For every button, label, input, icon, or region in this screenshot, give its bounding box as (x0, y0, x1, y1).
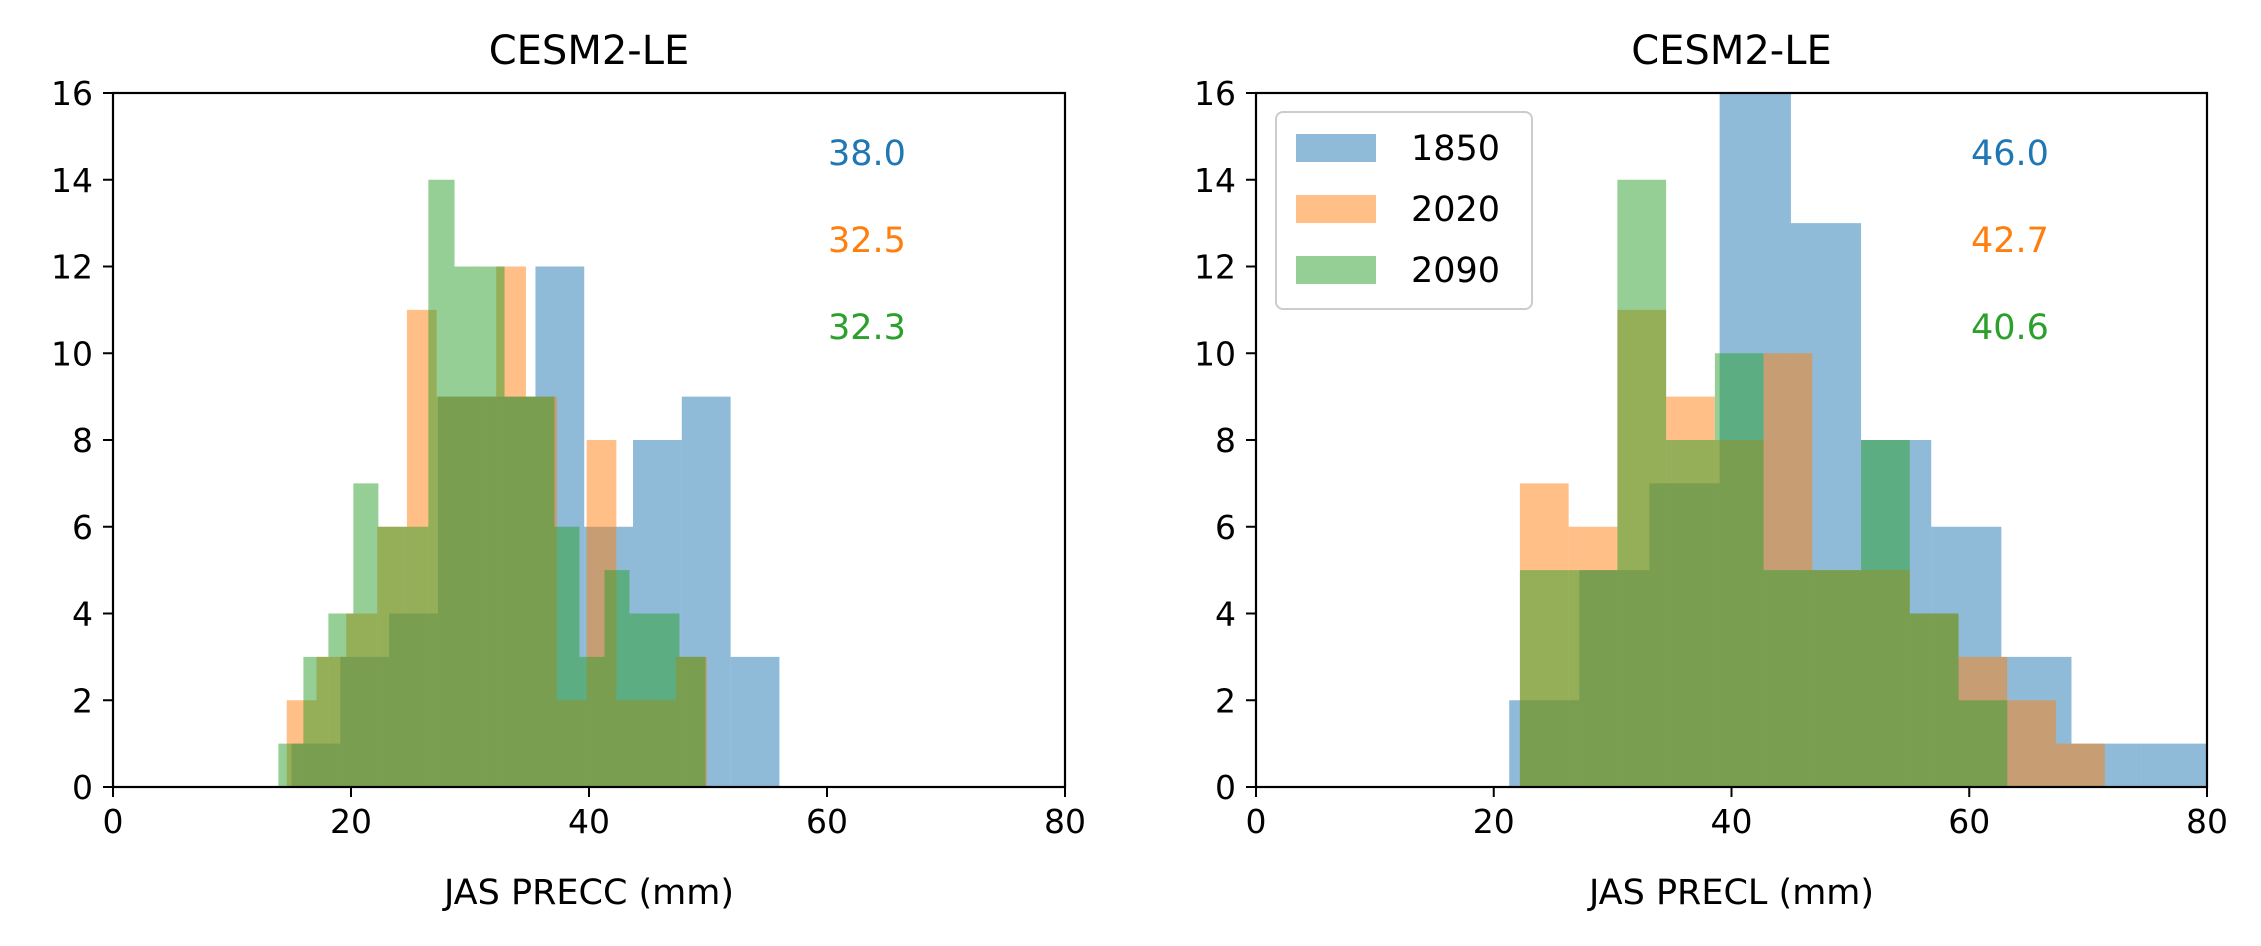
histogram-bar-2090 (1617, 179, 1667, 787)
y-tick-label: 12 (51, 248, 93, 287)
y-tick-label: 0 (72, 768, 93, 807)
histogram-bar-2090 (504, 396, 530, 787)
histogram-bar-2090 (454, 266, 480, 787)
histogram-bar-2090 (1958, 700, 2008, 787)
x-axis-label: JAS PRECC (mm) (442, 873, 734, 913)
y-tick-label: 8 (72, 421, 93, 460)
y-tick-label: 6 (72, 508, 93, 547)
histogram-bar-2090 (278, 743, 304, 787)
bars-group (1509, 93, 2207, 787)
histogram-bar-2090 (428, 179, 455, 787)
mean-annotation-2020: 32.5 (828, 221, 906, 261)
y-tick-label: 14 (1194, 161, 1236, 200)
legend-label-1850: 1850 (1411, 129, 1500, 169)
histogram-bar-2090 (1812, 570, 1862, 787)
histogram-bar-2090 (579, 656, 605, 787)
y-tick-label: 8 (1215, 421, 1236, 460)
y-tick-label: 6 (1215, 508, 1236, 547)
chart-title: CESM2-LE (1631, 28, 1832, 74)
y-tick-label: 12 (1194, 248, 1236, 287)
mean-annotation-2090: 32.3 (828, 308, 906, 348)
legend-swatch-1850 (1296, 134, 1376, 162)
x-tick-label: 20 (330, 802, 372, 841)
histogram-bar-1850 (2141, 743, 2207, 787)
histogram-bar-2020 (2056, 743, 2105, 787)
legend: 1850 2020 2090 (1275, 111, 1533, 310)
x-axis-label: JAS PRECL (mm) (1587, 873, 1874, 913)
x-tick-label: 80 (1044, 802, 1086, 841)
histogram-bar-2090 (353, 483, 379, 787)
mean-annotation-2020: 42.7 (1971, 221, 2049, 261)
x-tick-label: 60 (806, 802, 848, 841)
histogram-bar-2090 (479, 266, 505, 787)
x-tick-label: 60 (1948, 802, 1990, 841)
legend-label-2090: 2090 (1411, 251, 1500, 291)
x-tick-label: 80 (2186, 802, 2228, 841)
y-tick-label: 10 (51, 334, 93, 373)
x-tick-label: 20 (1473, 802, 1515, 841)
legend-swatch-2020 (1296, 195, 1376, 223)
histogram-bar-2090 (1519, 570, 1569, 787)
y-tick-label: 0 (1215, 768, 1236, 807)
histogram-bar-2090 (1763, 570, 1813, 787)
histogram-bar-2090 (654, 613, 680, 787)
x-tick-label: 40 (568, 802, 610, 841)
y-tick-label: 2 (72, 681, 93, 720)
histogram-bar-2090 (303, 656, 329, 787)
legend-swatch-2090 (1296, 256, 1376, 284)
histogram-bar-2090 (554, 526, 580, 787)
bars-group (278, 179, 780, 787)
histogram-bar-1850 (730, 656, 780, 787)
chart-panel-2: 0 20 40 60 80 0 2 4 6 8 10 12 14 16 CESM2-LE JAS PRECL … (1194, 28, 2228, 913)
y-tick-label: 2 (1215, 681, 1236, 720)
histogram-bar-2090 (403, 526, 429, 787)
y-tick-label: 16 (1194, 74, 1236, 113)
histogram-bar-2090 (1568, 570, 1618, 787)
legend-label-2020: 2020 (1411, 190, 1500, 230)
histogram-bar-2090 (378, 526, 404, 787)
histogram-bar-2090 (629, 613, 655, 787)
y-tick-label: 4 (72, 595, 93, 634)
x-tick-label: 0 (103, 802, 124, 841)
x-tick-label: 0 (1246, 802, 1267, 841)
y-tick-label: 14 (51, 161, 93, 200)
chart-title: CESM2-LE (489, 28, 690, 74)
histogram-bar-2020 (2007, 700, 2057, 787)
histogram-bar-2090 (1714, 353, 1764, 787)
y-tick-label: 10 (1194, 334, 1236, 373)
y-tick-label: 4 (1215, 595, 1236, 634)
histogram-bar-2090 (328, 613, 354, 787)
y-tick-label: 16 (51, 74, 93, 113)
histogram-bar-2090 (1861, 440, 1910, 787)
mean-annotation-1850: 46.0 (1971, 134, 2049, 174)
histogram-bar-2090 (1909, 613, 1959, 787)
mean-annotation-2090: 40.6 (1971, 308, 2049, 348)
series-2090 (278, 179, 706, 787)
histogram-bar-2090 (529, 396, 555, 787)
histogram-bar-2090 (1666, 440, 1715, 787)
chart-panel-1: 0 20 40 60 80 0 2 4 6 8 10 12 14 16 CESM2-LE JAS PRECC … (51, 28, 1086, 913)
x-tick-label: 40 (1711, 802, 1753, 841)
histogram-bar-2090 (679, 656, 706, 787)
histogram-bar-2090 (604, 570, 630, 787)
series-2090 (1519, 179, 2008, 787)
mean-annotation-1850: 38.0 (828, 134, 906, 174)
